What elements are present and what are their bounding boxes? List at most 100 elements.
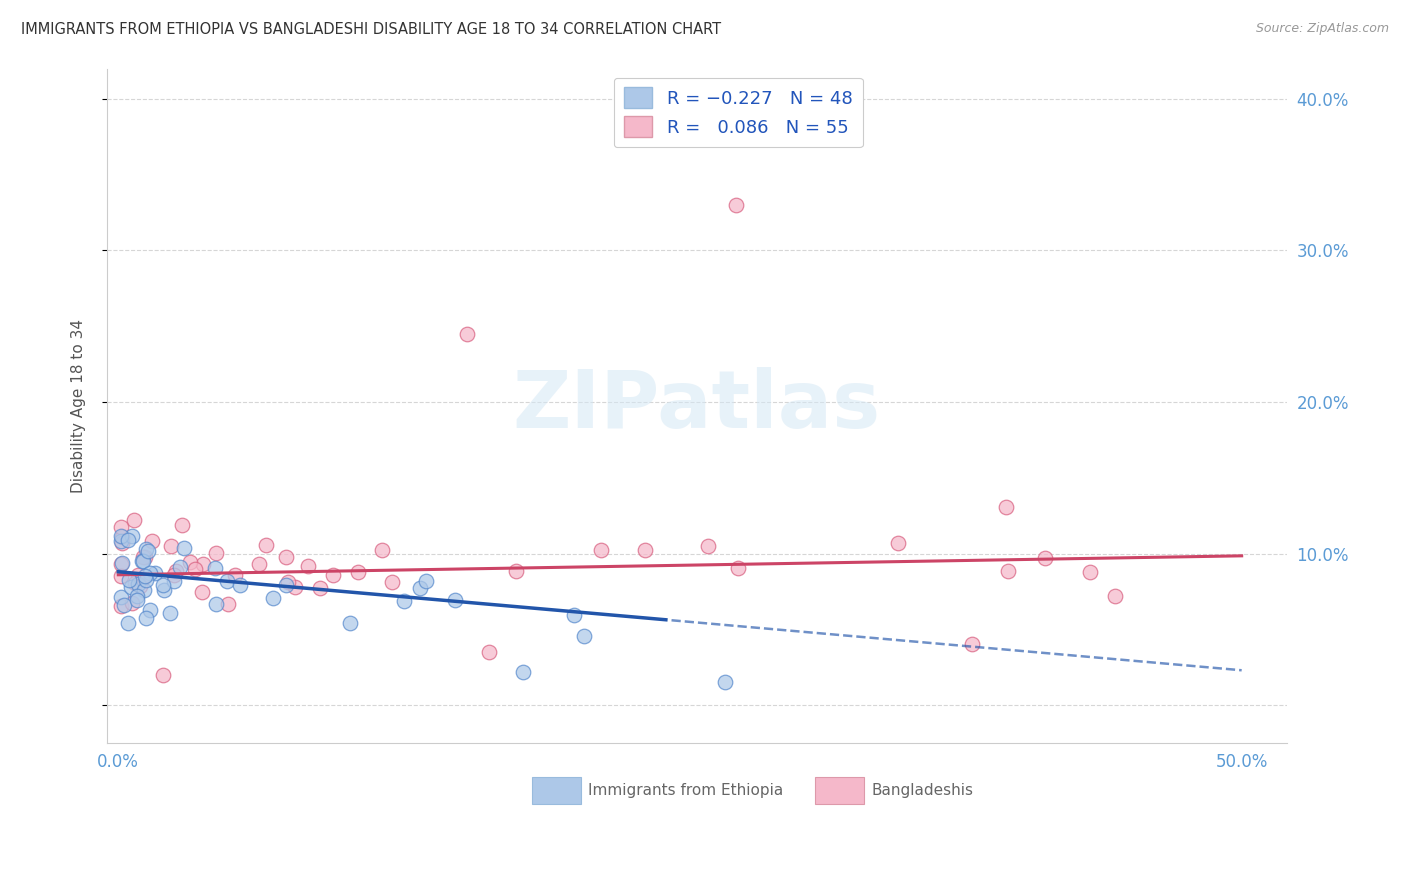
Point [179, 555, 201, 569]
Point [160, 539, 183, 553]
Point [224, 568, 246, 582]
Text: Bangladeshis: Bangladeshis [872, 783, 973, 797]
Point [309, 581, 332, 595]
Point [591, 543, 613, 558]
Y-axis label: Disability Age 18 to 34: Disability Age 18 to 34 [72, 318, 86, 492]
Point [254, 538, 277, 552]
Point [145, 566, 167, 580]
Point [456, 326, 478, 341]
Point [163, 568, 186, 582]
Point [505, 564, 527, 578]
Point [110, 599, 132, 613]
Point [204, 597, 226, 611]
Point [110, 557, 132, 571]
Point [262, 591, 284, 605]
Point [274, 549, 297, 564]
Point [135, 573, 157, 587]
Point [135, 541, 157, 556]
Point [132, 582, 155, 597]
Point [562, 608, 585, 623]
Point [381, 574, 404, 589]
Point [117, 533, 139, 547]
Point [347, 565, 370, 579]
Point [960, 638, 983, 652]
Point [127, 567, 149, 582]
Point [141, 534, 163, 549]
Point [371, 542, 394, 557]
Point [129, 579, 152, 593]
Point [1035, 550, 1057, 565]
Point [727, 561, 749, 575]
Point [205, 546, 228, 560]
Point [153, 582, 176, 597]
Point [184, 562, 207, 576]
Point [118, 573, 141, 587]
Point [111, 530, 134, 544]
Point [408, 581, 430, 595]
Point [215, 574, 238, 588]
Point [120, 580, 142, 594]
Point [191, 585, 214, 599]
Point [173, 541, 195, 555]
Point [478, 645, 501, 659]
Point [135, 611, 157, 625]
Point [111, 535, 134, 549]
Point [443, 593, 465, 607]
Text: Immigrants from Ethiopia: Immigrants from Ethiopia [588, 783, 783, 797]
Point [995, 500, 1018, 514]
Point [276, 578, 298, 592]
Point [297, 559, 319, 574]
Point [159, 606, 181, 620]
Point [136, 544, 159, 558]
Point [131, 572, 153, 586]
Point [110, 569, 132, 583]
Point [138, 602, 160, 616]
Point [127, 577, 149, 591]
Point [169, 560, 191, 574]
Point [191, 558, 214, 572]
Point [714, 675, 737, 690]
Point [110, 590, 132, 604]
Point [322, 567, 344, 582]
Point [121, 596, 143, 610]
Point [127, 589, 149, 603]
Legend: R = −0.227   N = 48, R =   0.086   N = 55: R = −0.227 N = 48, R = 0.086 N = 55 [613, 78, 863, 147]
Point [217, 597, 239, 611]
Point [139, 566, 162, 580]
Text: Source: ZipAtlas.com: Source: ZipAtlas.com [1256, 22, 1389, 36]
Point [122, 512, 145, 526]
Point [124, 575, 146, 590]
Point [132, 549, 155, 564]
Point [997, 564, 1019, 578]
Point [152, 578, 174, 592]
Point [697, 539, 720, 553]
Point [117, 615, 139, 630]
Point [163, 574, 186, 588]
Point [415, 574, 437, 588]
Point [572, 629, 595, 643]
Point [228, 578, 250, 592]
Point [1104, 589, 1126, 603]
Point [121, 529, 143, 543]
Point [339, 615, 361, 630]
Text: ZIPatlas: ZIPatlas [513, 367, 882, 445]
Point [247, 557, 270, 571]
Point [110, 528, 132, 542]
Point [172, 517, 194, 532]
Point [134, 550, 156, 565]
Point [887, 535, 910, 549]
Point [512, 665, 534, 679]
Point [152, 668, 174, 682]
Point [110, 556, 132, 570]
Point [1078, 565, 1101, 579]
Point [165, 564, 187, 578]
Point [284, 580, 307, 594]
Point [204, 560, 226, 574]
Point [112, 599, 135, 613]
Point [634, 542, 657, 557]
FancyBboxPatch shape [815, 777, 865, 804]
Point [725, 198, 748, 212]
Point [392, 594, 415, 608]
Point [134, 569, 156, 583]
Point [131, 554, 153, 568]
